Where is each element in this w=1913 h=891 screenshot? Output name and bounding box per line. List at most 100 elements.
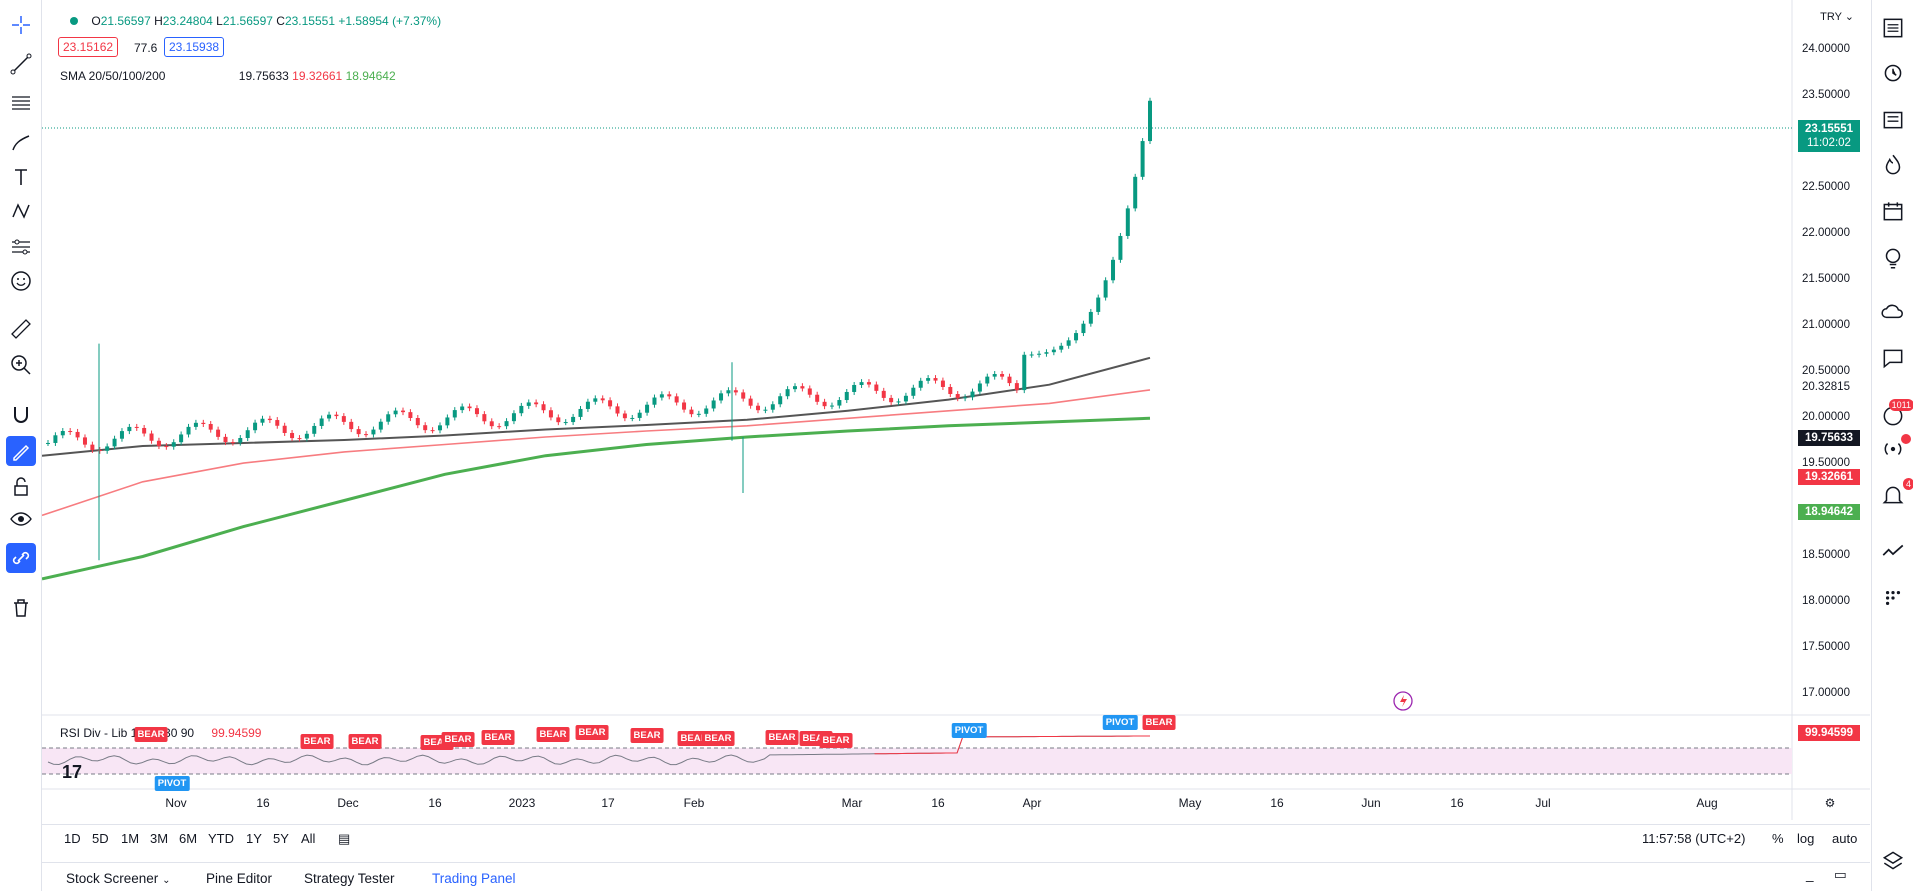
candle-body [1059, 345, 1064, 350]
range-5d-button[interactable]: 5D [92, 831, 109, 846]
chat-icon[interactable] [1878, 343, 1908, 373]
notifications-icon[interactable]: 4 [1878, 478, 1913, 510]
candle-body [1133, 176, 1138, 209]
lightning-icon[interactable] [1393, 691, 1413, 711]
alarm-icon[interactable] [1878, 57, 1908, 87]
goto-date-icon[interactable]: ▤ [338, 831, 351, 846]
candle-body [1118, 235, 1123, 260]
trading-icon[interactable] [1878, 538, 1908, 568]
range-1m-button[interactable]: 1M [121, 831, 140, 846]
sma20-value: 19.75633 [238, 69, 289, 83]
candle-body [193, 422, 198, 427]
time-tick: 17 [601, 796, 615, 810]
candle-body [134, 426, 139, 428]
candle-body [674, 396, 679, 403]
currency-label: TRY [1820, 11, 1842, 23]
brush-icon[interactable] [6, 127, 36, 157]
status-dot [70, 17, 78, 25]
candle-body [741, 392, 746, 399]
candle-body [1014, 383, 1019, 391]
candle-body [430, 430, 435, 432]
rsi-overbought-segment [874, 735, 1150, 755]
news-icon[interactable] [1878, 104, 1908, 134]
candle-body [401, 410, 406, 413]
percent-button[interactable]: % [1772, 831, 1784, 846]
range-1d-button[interactable]: 1D [64, 831, 81, 846]
candle-body [534, 402, 539, 405]
candle-body [711, 400, 716, 409]
currency-selector[interactable]: TRY ⌄ [1820, 10, 1854, 23]
text-icon[interactable] [6, 162, 36, 192]
live-dot [1901, 434, 1911, 444]
candle-body [844, 391, 849, 401]
bid-price[interactable]: 23.15162 [58, 37, 119, 57]
clock[interactable]: 11:57:58 (UTC+2) [1642, 831, 1746, 846]
time-tick: Jul [1535, 796, 1551, 810]
c-label: C [276, 14, 285, 28]
magnet-icon[interactable] [6, 400, 36, 430]
price-tick: 20.50000 [1802, 365, 1850, 377]
layers-icon[interactable] [1878, 846, 1908, 876]
time-tick: 16 [931, 796, 945, 810]
tab-strategy-tester[interactable]: Strategy Tester [304, 871, 395, 886]
range-ytd-button[interactable]: YTD [208, 831, 234, 846]
forecast-icon[interactable] [6, 232, 36, 262]
range-1y-button[interactable]: 1Y [246, 831, 262, 846]
trash-icon[interactable] [6, 593, 36, 623]
trend-line-icon[interactable] [6, 49, 36, 79]
rsi-band [42, 747, 1792, 775]
price-tick: 21.50000 [1802, 273, 1850, 285]
range-6m-button[interactable]: 6M [179, 831, 198, 846]
price-tick: 24.00000 [1802, 43, 1850, 55]
candle-body [896, 401, 901, 403]
log-button[interactable]: log [1797, 831, 1815, 846]
candle-body [563, 422, 568, 424]
candle-body [770, 404, 775, 410]
hotlist-icon[interactable] [1878, 150, 1908, 180]
auto-button[interactable]: auto [1832, 831, 1858, 846]
maximize-icon[interactable]: ▭ [1834, 867, 1847, 882]
watchlist-icon[interactable] [1878, 13, 1908, 43]
range-all-button[interactable]: All [301, 831, 316, 846]
ruler-icon[interactable] [6, 314, 36, 344]
dom-icon[interactable] [1878, 583, 1908, 613]
calendar-icon[interactable] [1878, 196, 1908, 226]
sma-label: SMA 20/50/100/200 [60, 69, 166, 83]
ideas-icon[interactable] [1878, 243, 1908, 273]
candle-body [622, 413, 627, 419]
crosshair-icon[interactable] [6, 10, 36, 40]
pattern-icon[interactable] [6, 196, 36, 226]
settings-icon[interactable]: ⚙ [1824, 796, 1836, 810]
tab-trading-panel[interactable]: Trading Panel [432, 871, 516, 886]
emoji-icon[interactable] [6, 266, 36, 296]
minimize-icon[interactable]: _ [1806, 867, 1814, 882]
candle-body [719, 393, 724, 401]
stay-drawing-icon[interactable] [6, 436, 36, 466]
candle-body [1066, 340, 1071, 346]
candle-body [415, 417, 420, 426]
o-label: O [91, 14, 101, 28]
candle-body [467, 406, 472, 409]
candle-body [792, 386, 797, 390]
eye-icon[interactable] [6, 504, 36, 534]
fib-icon[interactable] [6, 88, 36, 118]
range-3m-button[interactable]: 3M [150, 831, 169, 846]
chart-pane[interactable]: 17 O21.56597 H23.24804 L21.56597 C23.155… [42, 0, 1870, 856]
candle-body [918, 380, 923, 388]
price-chart[interactable]: 17 [42, 0, 1870, 820]
lock-icon[interactable] [6, 472, 36, 502]
zoom-in-icon[interactable] [6, 350, 36, 380]
candle-body [53, 435, 58, 443]
tab-pine-editor[interactable]: Pine Editor [206, 871, 273, 886]
range-5y-button[interactable]: 5Y [273, 831, 289, 846]
candle-body [829, 405, 834, 407]
link-icon[interactable] [6, 543, 36, 573]
ask-price[interactable]: 23.15938 [164, 37, 225, 57]
tab-stock-screener[interactable]: Stock Screener ⌄ [66, 871, 170, 886]
live-icon[interactable] [1878, 434, 1911, 464]
candle-body [112, 438, 117, 447]
public-chats-icon[interactable]: 1011 [1878, 399, 1913, 431]
streams-icon[interactable] [1878, 297, 1908, 327]
drawing-toolbar [0, 0, 42, 891]
candle-body [171, 442, 176, 447]
